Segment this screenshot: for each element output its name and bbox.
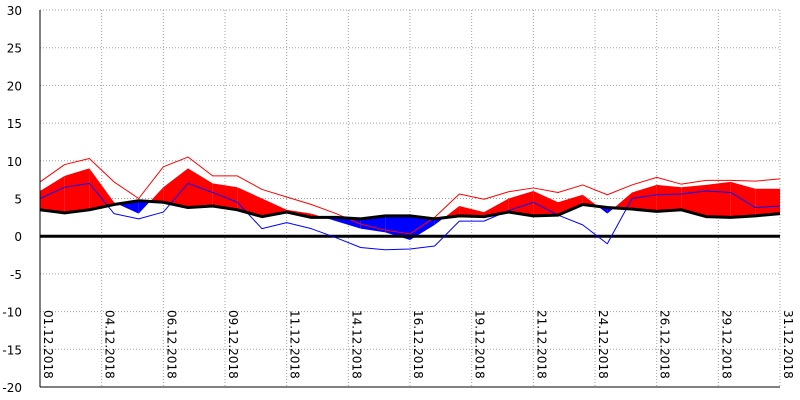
x-tick-label: 26.12.2018	[658, 310, 672, 379]
above-normal-area	[533, 190, 558, 216]
min-temperature-line	[39, 182, 781, 251]
above-normal-area	[508, 190, 534, 216]
above-normal-area	[89, 168, 114, 210]
normal-temperature-line	[39, 199, 781, 221]
above-normal-area	[755, 188, 780, 216]
above-normal-area	[212, 183, 238, 210]
above-normal-area	[582, 194, 598, 207]
y-tick-label: 10	[7, 155, 22, 169]
x-tick-label: 19.12.2018	[473, 310, 487, 379]
above-normal-area	[613, 192, 632, 210]
y-tick-label: 15	[7, 117, 22, 131]
y-tick-label: 0	[14, 230, 22, 244]
above-normal-area	[150, 187, 164, 203]
x-tick-label: 21.12.2018	[534, 310, 548, 379]
y-tick-label: -10	[2, 306, 22, 320]
above-normal-area	[558, 194, 583, 216]
below-normal-area	[385, 215, 410, 240]
below-normal-area	[138, 200, 150, 214]
axis-layer: 30 25 20 15 10 5 0 -5 -10 -15 -20 01.12.2018 04.12.2…	[2, 4, 795, 395]
area-layer	[40, 168, 780, 240]
y-tick-label: 30	[7, 4, 22, 18]
x-tick-label: 29.12.2018	[719, 310, 733, 379]
x-tick-label: 31.12.2018	[781, 310, 795, 379]
y-tick-label: 5	[14, 193, 22, 207]
y-tick-label: -15	[2, 343, 22, 357]
x-tick-label: 06.12.2018	[164, 310, 178, 379]
y-tick-label: -20	[2, 381, 22, 395]
line-layer	[39, 156, 781, 251]
x-tick-label: 04.12.2018	[103, 310, 117, 379]
above-normal-area	[656, 184, 682, 212]
above-normal-area	[706, 181, 731, 218]
above-normal-area	[64, 168, 90, 213]
y-tick-label: 20	[7, 79, 22, 93]
y-tick-label: 25	[7, 42, 22, 56]
max-temperature-line	[39, 156, 781, 235]
above-normal-area	[459, 206, 484, 217]
above-normal-area	[444, 206, 460, 218]
x-tick-label: 01.12.2018	[41, 310, 55, 379]
x-tick-label: 24.12.2018	[596, 310, 610, 379]
above-normal-area	[632, 184, 657, 212]
x-tick-label: 09.12.2018	[226, 310, 240, 379]
above-normal-area	[163, 168, 188, 208]
below-normal-area	[336, 217, 361, 229]
x-tick-label: 16.12.2018	[411, 310, 425, 379]
above-normal-area	[40, 175, 65, 213]
y-tick-label: -5	[10, 268, 22, 282]
x-tick-label: 11.12.2018	[288, 310, 302, 379]
x-tick-label: 14.12.2018	[349, 310, 363, 379]
